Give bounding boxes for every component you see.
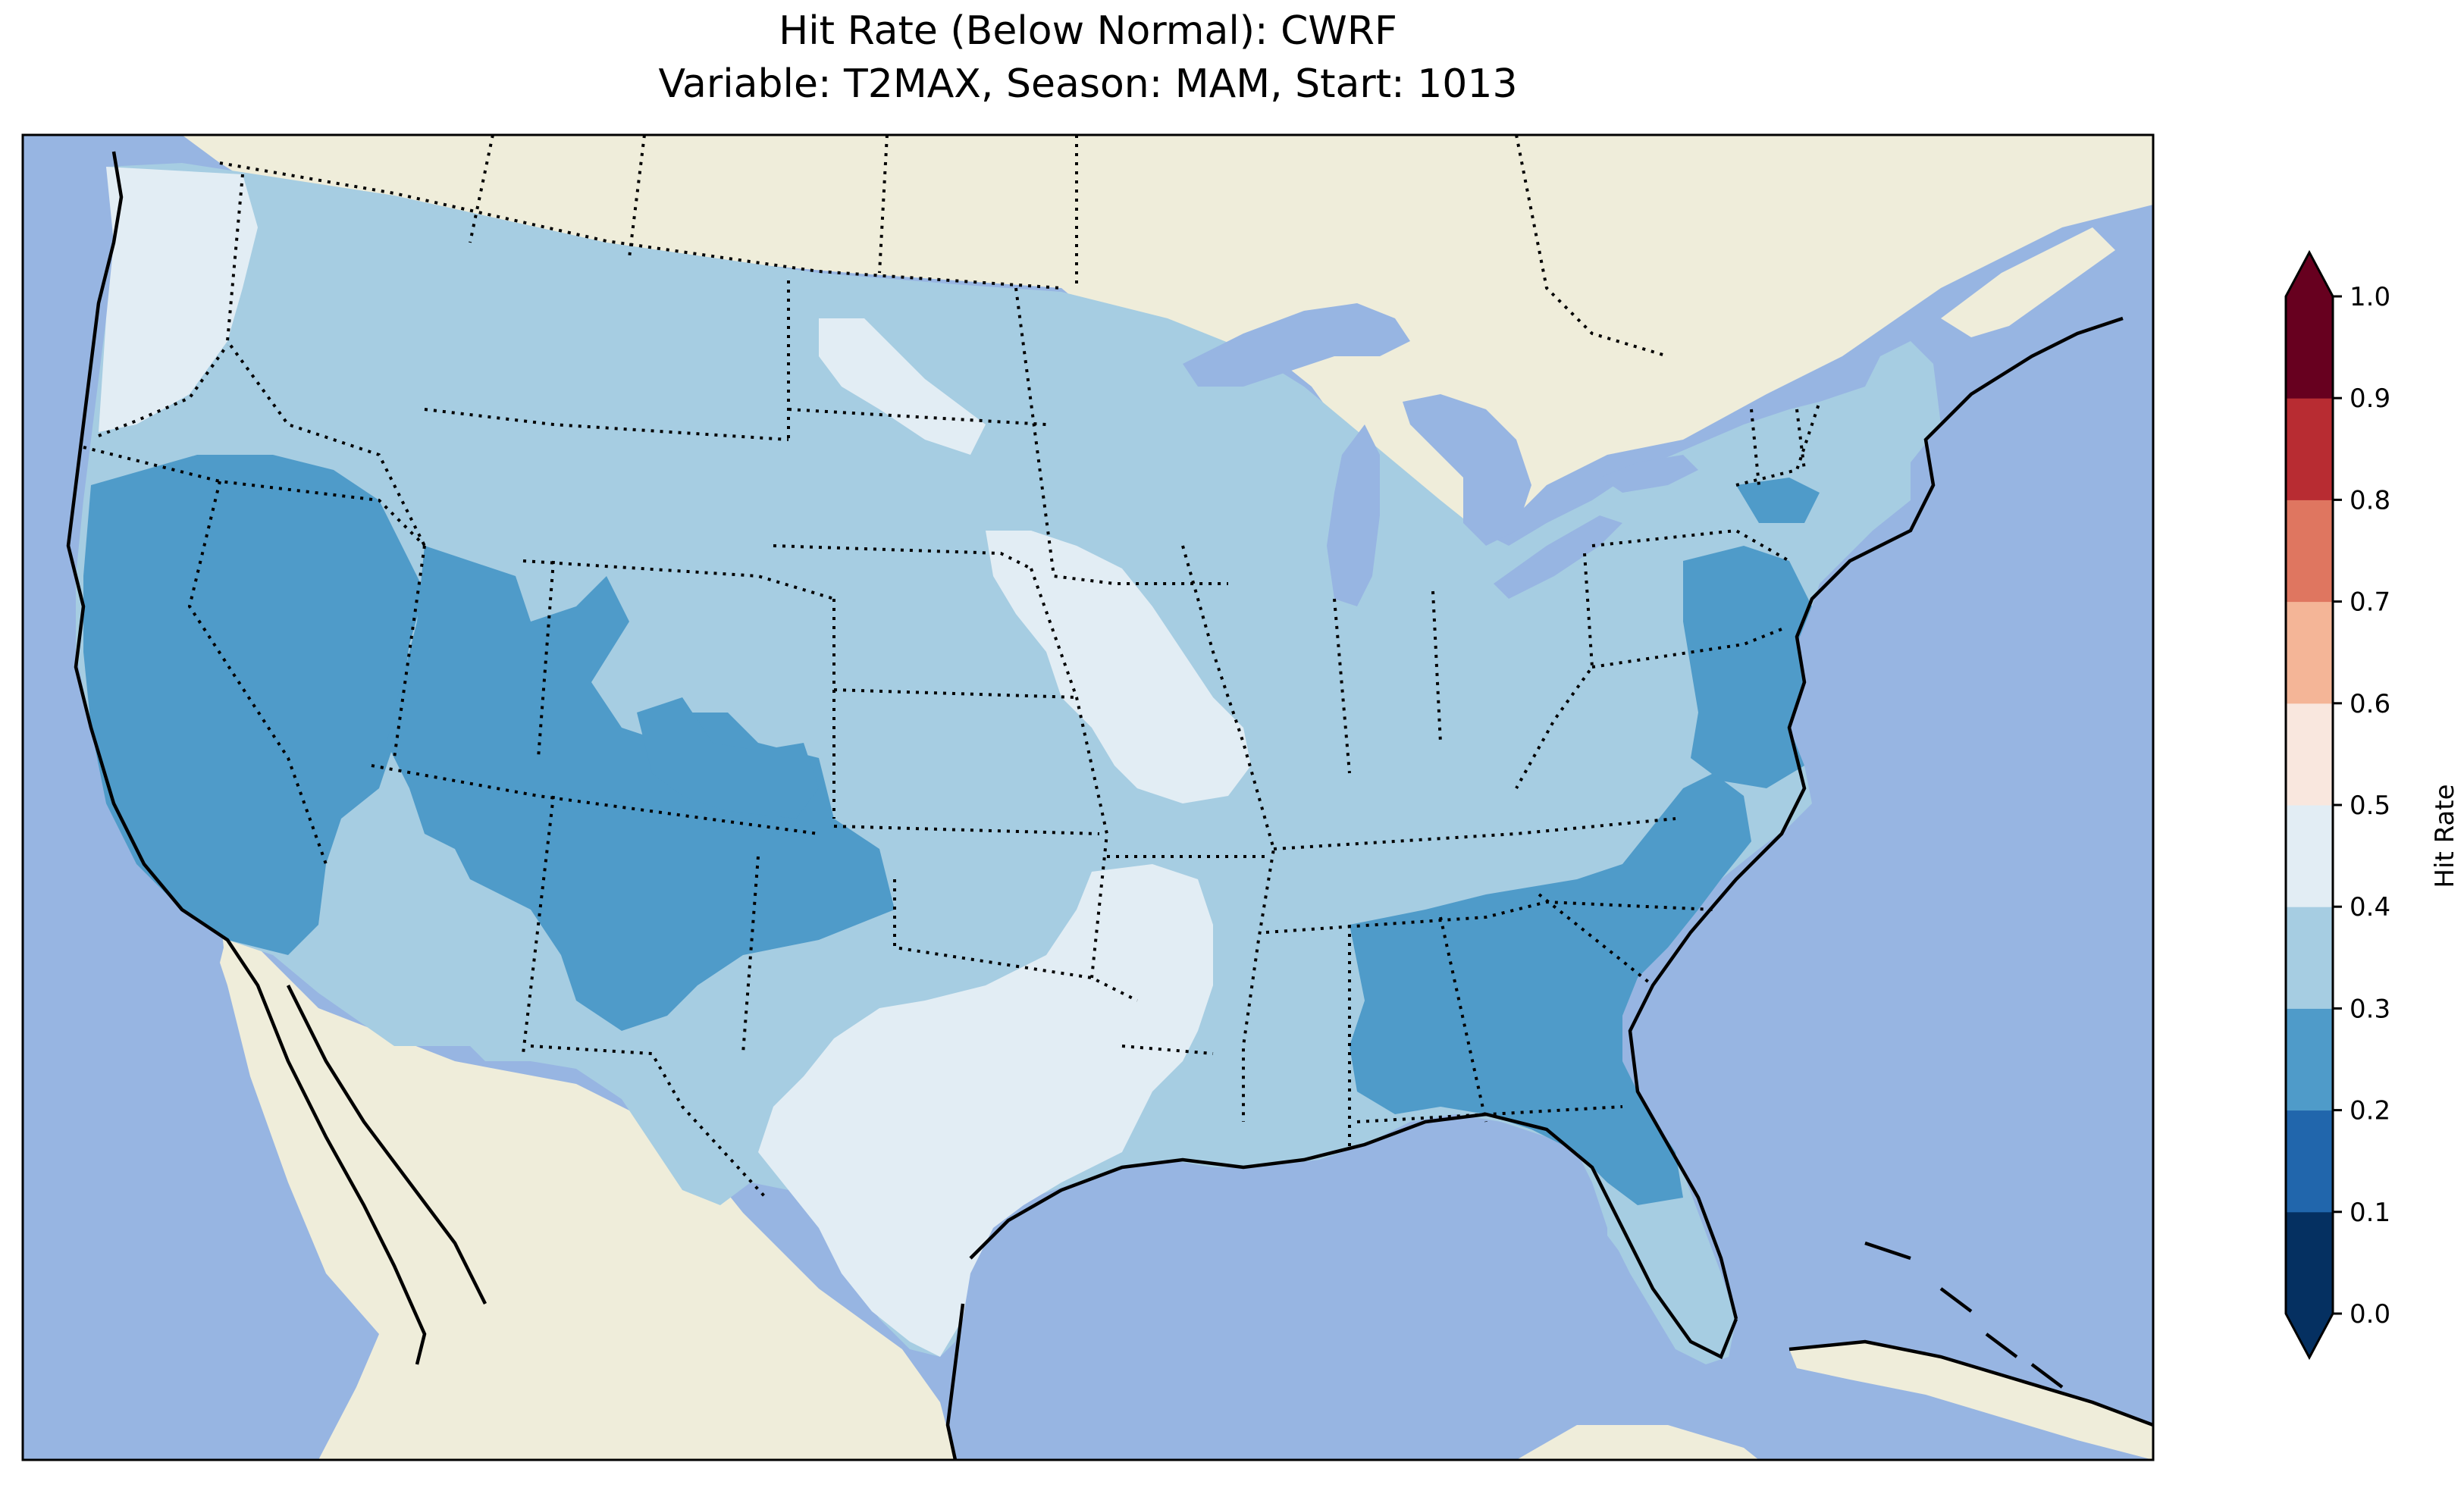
lake-huron — [1403, 394, 1531, 546]
border-id-mt — [225, 174, 426, 547]
border-ar-la — [1121, 1045, 1214, 1055]
border-oh-pa-wv — [1515, 553, 1594, 789]
colorbar-tick-label: 0.8 — [2350, 485, 2390, 515]
state-borders — [83, 135, 1821, 1199]
border-tn-southeast — [1265, 900, 1714, 934]
title-line-2: Variable: T2MAX, Season: MAM, Start: 101… — [658, 61, 1517, 107]
gulf-of-california-coastline — [286, 984, 487, 1305]
lake-ontario — [1600, 455, 1698, 493]
lake-erie — [1494, 515, 1622, 599]
colorbar-tick-label: 0.0 — [2350, 1299, 2390, 1330]
colorbar: 0.0 0.1 0.2 0.3 0.4 0.5 0.6 0.7 0.8 0.9 1.0 Hit Ra… — [2284, 249, 2460, 1361]
bahamas-coastline — [1864, 1241, 2064, 1389]
colorbar-tick-label: 0.3 — [2350, 994, 2390, 1024]
lake-superior — [1183, 303, 1410, 387]
border-dakotas — [788, 408, 1047, 426]
colorbar-extend-high — [2286, 252, 2333, 296]
colorbar-extend-low — [2286, 1314, 2333, 1358]
colorbar-bin-2 — [2286, 1008, 2333, 1111]
region-florida — [1607, 1205, 1729, 1357]
region-mid-atlantic-coast — [1683, 546, 1812, 788]
region-northern-plains-patch — [819, 318, 986, 455]
region-southeast — [1350, 773, 1751, 1205]
canada-land — [182, 135, 2153, 576]
region-colorado-patch — [637, 697, 819, 819]
colorbar-bin-3 — [2286, 907, 2333, 1009]
map-panel — [23, 135, 2153, 1460]
border-or-ca-nv-id — [83, 446, 426, 547]
background-land — [182, 135, 2153, 1460]
border-mn-wi-ia — [1014, 287, 1228, 585]
region-iowa-missouri — [986, 531, 1251, 803]
title-line-1: Hit Rate (Below Normal): CWRF — [779, 8, 1397, 54]
border-al-ga — [1439, 916, 1487, 1123]
colorbar-bin-9 — [2286, 296, 2333, 399]
map-frame — [21, 133, 2155, 1461]
colorbar-tick-label: 0.1 — [2350, 1198, 2390, 1228]
region-pacific-northwest — [99, 167, 258, 432]
colorbar-bin-4 — [2286, 805, 2333, 907]
region-texas-arkansas — [758, 864, 1213, 1357]
colorbar-tick-label: 0.7 — [2350, 587, 2390, 618]
border-nm-tx-east — [741, 856, 760, 1054]
gulf-coastline — [969, 1112, 1738, 1360]
colorbar-bin-6 — [2286, 601, 2333, 704]
baja-peninsula-land — [220, 932, 425, 1357]
cuba-land — [1789, 1342, 2153, 1460]
colorbar-tick-label: 0.5 — [2350, 791, 2390, 821]
colorbar-bins — [2286, 296, 2333, 1314]
border-mt-wy — [424, 408, 789, 441]
colorbar-tick-label: 0.4 — [2350, 892, 2390, 922]
cuba-coastline — [1788, 1339, 2153, 1427]
colorbar-bin-0 — [2286, 1211, 2333, 1314]
border-ok-tx — [893, 879, 1138, 1002]
border-new-england — [1735, 401, 1821, 487]
colorbar-bin-1 — [2286, 1110, 2333, 1213]
border-ks-ok — [833, 825, 1100, 835]
colorbar-ticks: 0.0 0.1 0.2 0.3 0.4 0.5 0.6 0.7 0.8 0.9 1.0 — [2333, 282, 2390, 1330]
colorbar-tick-label: 0.6 — [2350, 689, 2390, 719]
border-ut-az — [371, 764, 820, 835]
pacific-coastline — [66, 151, 427, 1365]
border-il-in — [1333, 598, 1351, 774]
border-ga-sc — [1538, 893, 1654, 987]
coastlines — [66, 151, 2153, 1460]
atlantic-coastline — [1628, 316, 2124, 1320]
region-new-england-patch — [1736, 478, 1820, 523]
colorbar-label: Hit Rate — [2430, 784, 2460, 888]
border-mississippi-river — [1181, 545, 1276, 1122]
lake-michigan — [1327, 424, 1380, 606]
border-pa-ny — [1591, 528, 1790, 562]
yucatan-land — [1516, 1425, 1759, 1460]
mexico-gulf-coastline — [945, 1303, 965, 1460]
border-ut-co — [537, 560, 555, 759]
region-four-corners — [387, 546, 895, 1031]
colorbar-tick-label: 0.9 — [2350, 384, 2390, 414]
border-ne-ks — [833, 688, 1077, 699]
border-az-nm — [522, 795, 555, 1054]
border-wa-or — [98, 343, 229, 437]
border-sd-ne — [773, 544, 1032, 570]
nova-scotia-land — [1941, 227, 2115, 337]
border-ca-nv — [187, 481, 328, 865]
colorbar-tick-label: 1.0 — [2350, 282, 2390, 312]
great-lakes — [1183, 303, 1698, 606]
border-canada-provinces — [469, 135, 1669, 358]
colorbar-bin-7 — [2286, 500, 2333, 603]
colorbar-bin-5 — [2286, 703, 2333, 806]
colorbar-tick-label: 0.2 — [2350, 1096, 2390, 1126]
colorbar-bin-8 — [2286, 398, 2333, 500]
